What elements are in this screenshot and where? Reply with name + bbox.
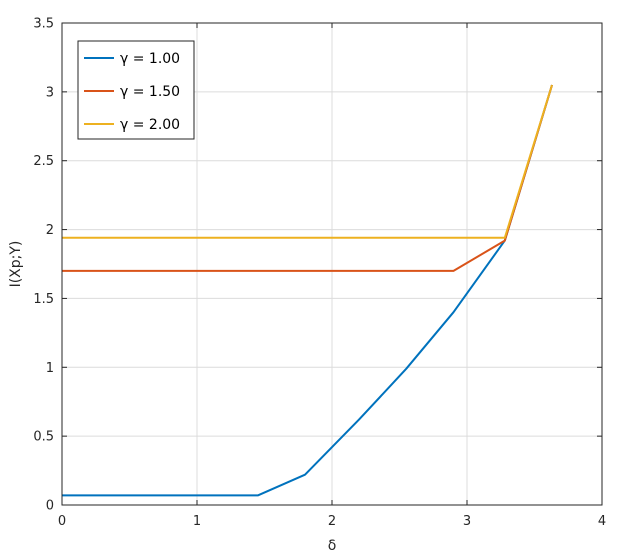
legend-label: γ = 2.00 <box>120 117 180 133</box>
legend-label: γ = 1.50 <box>120 84 180 100</box>
x-tick-label: 0 <box>58 514 66 529</box>
x-tick-label: 4 <box>598 514 606 529</box>
grid <box>61 22 603 506</box>
x-tick-label: 1 <box>193 514 201 529</box>
legend: γ = 1.00 γ = 1.50 γ = 2.00 <box>77 40 195 140</box>
x-tick-label: 2 <box>328 514 336 529</box>
series-line <box>62 84 553 497</box>
tick-labels: 0 1 2 3 4 0 0.5 1 1.5 2 2.5 3 3.5 <box>33 17 606 530</box>
y-tick-label: 1.5 <box>33 292 54 307</box>
series-group <box>62 84 553 497</box>
y-tick-label: 0.5 <box>33 430 54 445</box>
y-tick-label: 3.5 <box>33 17 54 32</box>
legend-label: γ = 1.00 <box>120 51 180 67</box>
series-line <box>62 84 553 239</box>
ticks <box>61 22 603 506</box>
y-tick-label: 0 <box>46 499 54 514</box>
y-axis-label: I(Xp;Y) <box>8 241 24 288</box>
y-tick-label: 1 <box>46 361 54 376</box>
x-tick-label: 3 <box>463 514 471 529</box>
x-axis-label: δ <box>328 538 337 554</box>
y-tick-label: 2.5 <box>33 154 54 169</box>
y-tick-label: 3 <box>46 85 54 100</box>
y-tick-label: 2 <box>46 223 54 238</box>
